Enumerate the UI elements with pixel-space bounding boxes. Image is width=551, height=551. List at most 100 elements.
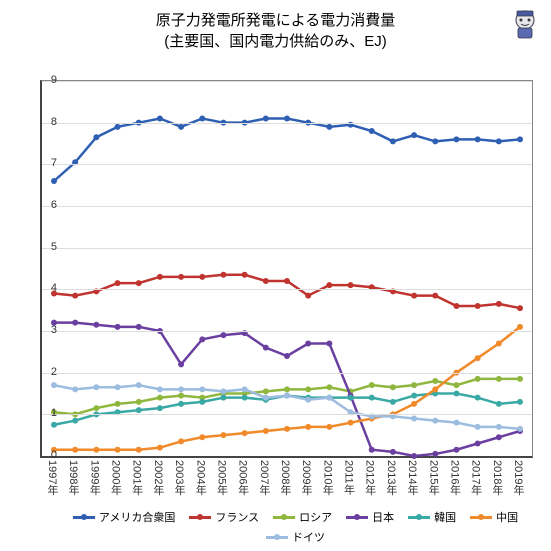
series-marker — [326, 384, 332, 390]
x-tick-label: 2008年 — [277, 460, 293, 495]
series-marker — [411, 293, 417, 299]
series-marker — [199, 434, 205, 440]
legend-item: 韓国 — [408, 509, 456, 525]
y-tick-label: 8 — [51, 116, 57, 128]
series-marker — [263, 395, 269, 401]
legend: アメリカ合衆国フランスロシア日本韓国中国ドイツ — [50, 509, 541, 545]
series-marker — [453, 391, 459, 397]
series-marker — [284, 116, 290, 122]
x-tick-label: 2000年 — [108, 460, 124, 495]
series-marker — [72, 447, 78, 453]
x-tick-label: 2001年 — [129, 460, 145, 495]
x-tick-label: 2010年 — [319, 460, 335, 495]
legend-swatch — [273, 516, 295, 519]
legend-swatch — [266, 536, 288, 539]
series-marker — [93, 134, 99, 140]
series-marker — [453, 447, 459, 453]
series-marker — [453, 420, 459, 426]
x-tick-label: 2009年 — [298, 460, 314, 495]
series-marker — [115, 447, 121, 453]
series-marker — [517, 426, 523, 432]
series-marker — [326, 424, 332, 430]
gridline — [42, 373, 532, 374]
series-marker — [93, 322, 99, 328]
series-marker — [305, 386, 311, 392]
series-marker — [136, 280, 142, 286]
x-tick-label: 2006年 — [235, 460, 251, 495]
series-marker — [432, 293, 438, 299]
series-marker — [453, 303, 459, 309]
legend-swatch — [470, 516, 492, 519]
series-marker — [348, 282, 354, 288]
series-marker — [157, 405, 163, 411]
series-marker — [115, 324, 121, 330]
x-tick-label: 2018年 — [489, 460, 505, 495]
legend-label: 日本 — [372, 509, 394, 525]
chart-svg — [42, 81, 532, 456]
series-marker — [51, 178, 57, 184]
series-marker — [305, 397, 311, 403]
series-marker — [475, 441, 481, 447]
series-marker — [93, 447, 99, 453]
series-marker — [72, 418, 78, 424]
series-marker — [432, 386, 438, 392]
title-line2: (主要国、国内電力供給のみ、EJ) — [0, 31, 551, 52]
legend-swatch — [73, 516, 95, 519]
series-marker — [432, 138, 438, 144]
y-tick-label: 2 — [51, 366, 57, 378]
series-marker — [72, 293, 78, 299]
series-marker — [411, 453, 417, 459]
series-marker — [242, 395, 248, 401]
series-line — [54, 119, 520, 182]
series-marker — [199, 336, 205, 342]
series-marker — [453, 382, 459, 388]
series-marker — [369, 395, 375, 401]
series-marker — [517, 376, 523, 382]
y-tick-label: 9 — [51, 74, 57, 86]
series-marker — [496, 341, 502, 347]
series-marker — [517, 324, 523, 330]
series-marker — [157, 445, 163, 451]
series-marker — [263, 428, 269, 434]
series-marker — [220, 432, 226, 438]
gridline — [42, 123, 532, 124]
series-marker — [178, 438, 184, 444]
series-marker — [136, 399, 142, 405]
gridline — [42, 289, 532, 290]
series-marker — [72, 386, 78, 392]
series-marker — [475, 355, 481, 361]
title-line1: 原子力発電所発電による電力消費量 — [0, 10, 551, 31]
series-marker — [432, 451, 438, 457]
series-marker — [496, 301, 502, 307]
series-marker — [496, 424, 502, 430]
series-marker — [93, 405, 99, 411]
series-marker — [263, 388, 269, 394]
x-tick-label: 2012年 — [362, 460, 378, 495]
series-marker — [199, 399, 205, 405]
series-marker — [475, 395, 481, 401]
series-marker — [199, 274, 205, 280]
series-marker — [51, 382, 57, 388]
series-marker — [348, 420, 354, 426]
y-tick-label: 5 — [51, 241, 57, 253]
series-marker — [263, 345, 269, 351]
x-tick-label: 2017年 — [468, 460, 484, 495]
gridline — [42, 414, 532, 415]
series-marker — [263, 278, 269, 284]
series-marker — [242, 430, 248, 436]
y-tick-label: 6 — [51, 199, 57, 211]
series-marker — [115, 384, 121, 390]
x-tick-label: 2005年 — [213, 460, 229, 495]
legend-item: ロシア — [273, 509, 332, 525]
x-tick-label: 2007年 — [256, 460, 272, 495]
x-tick-label: 2013年 — [383, 460, 399, 495]
plot-area — [40, 80, 533, 458]
series-marker — [517, 305, 523, 311]
series-marker — [390, 399, 396, 405]
legend-swatch — [189, 516, 211, 519]
series-marker — [305, 424, 311, 430]
series-marker — [432, 418, 438, 424]
series-marker — [157, 116, 163, 122]
series-marker — [284, 386, 290, 392]
series-marker — [178, 386, 184, 392]
